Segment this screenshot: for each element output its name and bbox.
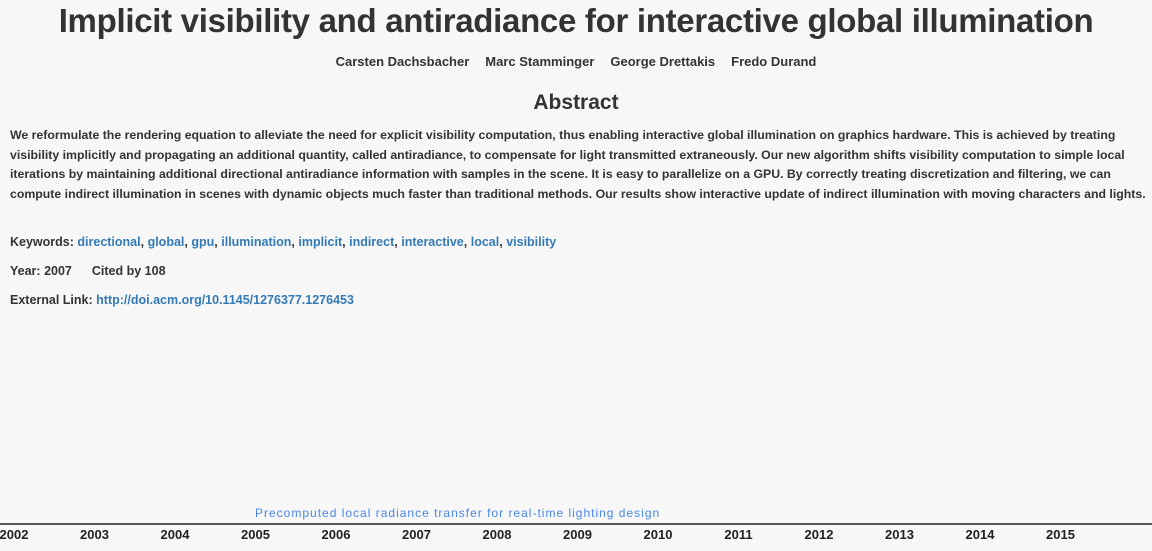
external-link[interactable]: http://doi.acm.org/10.1145/1276377.12764… xyxy=(96,293,354,307)
timeline-year: 2011 xyxy=(724,527,752,542)
timeline-paper[interactable]: Precomputed local radiance transfer for … xyxy=(255,506,660,520)
timeline-year: 2005 xyxy=(241,527,270,542)
timeline-year: 2007 xyxy=(402,527,431,542)
external-link-label: External Link: xyxy=(10,293,93,307)
keyword-link[interactable]: indirect xyxy=(349,235,395,249)
timeline-year: 2006 xyxy=(322,527,351,542)
keyword-link[interactable]: local xyxy=(470,235,500,249)
timeline-year: 2014 xyxy=(966,527,996,542)
timeline-year: 2008 xyxy=(483,527,512,542)
paper-title: Implicit visibility and antiradiance for… xyxy=(58,2,1094,39)
timeline: 2002 2003 2004 2005 2006 2007 2008 2009 2010 2011… xyxy=(0,506,1152,542)
author: Marc Stamminger xyxy=(485,54,595,69)
keyword-link[interactable]: interactive xyxy=(401,235,464,249)
timeline-year: 2003 xyxy=(80,527,109,542)
keywords-label: Keywords: xyxy=(10,235,74,249)
timeline-year: 2002 xyxy=(0,527,28,542)
abstract-heading: Abstract xyxy=(533,91,619,114)
timeline-year: 2004 xyxy=(161,527,191,542)
keyword-link[interactable]: visibility xyxy=(506,235,557,249)
keyword-link[interactable]: directional xyxy=(77,235,141,249)
timeline-year: 2015 xyxy=(1046,527,1075,542)
separator: , xyxy=(140,235,145,249)
external-link-row: External Link: http://doi.acm.org/10.114… xyxy=(10,293,354,307)
authors: Carsten Dachsbacher Marc Stamminger George… xyxy=(0,54,1152,69)
separator: , xyxy=(342,235,346,249)
abstract-text: We reformulate the rendering equation to… xyxy=(10,128,1146,201)
separator: , xyxy=(394,235,398,249)
year-value: 2007 xyxy=(44,264,72,278)
keywords: Keywords: directional, global, gpu, illu… xyxy=(10,235,556,249)
timeline-year: 2009 xyxy=(563,527,592,542)
separator: , xyxy=(499,235,503,249)
year-row: Year: 2007 Cited by 108 xyxy=(10,264,166,278)
author: Fredo Durand xyxy=(731,54,817,69)
keyword-link[interactable]: implicit xyxy=(298,235,343,249)
author: Carsten Dachsbacher xyxy=(335,54,470,69)
separator: , xyxy=(214,235,218,249)
separator: , xyxy=(291,235,295,249)
cited-by: Cited by 108 xyxy=(91,264,166,278)
year-label: Year: xyxy=(10,264,41,278)
author: George Drettakis xyxy=(610,54,716,69)
separator: , xyxy=(184,235,188,249)
keyword-link[interactable]: gpu xyxy=(191,235,215,249)
keyword-link[interactable]: global xyxy=(147,235,185,249)
timeline-year: 2012 xyxy=(805,527,834,542)
separator: , xyxy=(463,235,468,249)
timeline-year: 2010 xyxy=(644,527,673,542)
timeline-year: 2013 xyxy=(885,527,914,542)
keyword-link[interactable]: illumination xyxy=(221,235,292,249)
